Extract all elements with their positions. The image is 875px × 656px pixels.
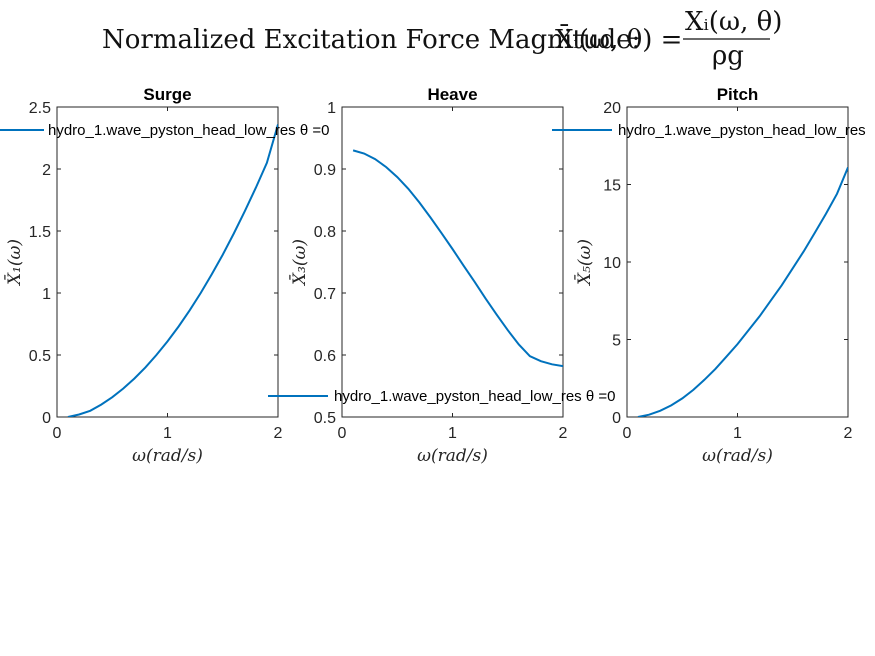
axes-box — [341, 106, 564, 418]
x-tick-label: 0 — [53, 425, 62, 442]
y-tick-label: 5 — [612, 333, 621, 350]
subplot-surge: Surge 0 1 2 0 0.5 1 1.5 2 2.5 ω(rad/s) X̄₁(ω) — [3, 85, 283, 466]
y-tick-label: 1.5 — [29, 224, 51, 241]
x-tick-label: 2 — [274, 425, 283, 442]
y-axis-label: X̄₁(ω) — [3, 239, 25, 287]
x-axis-label: ω(rad/s) — [132, 446, 203, 466]
y-tick-label: 10 — [603, 255, 621, 272]
x-tick-label: 2 — [559, 425, 568, 442]
legend-label: hydro_1.wave_pyston_head_low_res — [618, 122, 866, 139]
x-axis-label: ω(rad/s) — [702, 446, 773, 466]
series-line — [637, 167, 848, 417]
subplot-heave: Heave 0 1 2 0.5 0.6 0.7 0.8 0.9 1 ω(rad/s) X̄₃(ω) — [288, 85, 568, 466]
y-tick-label: 0.5 — [314, 410, 336, 427]
subplot-title: Surge — [143, 85, 191, 104]
supertitle: Normalized Excitation Force Magnitude: X… — [102, 7, 782, 71]
y-tick-label: 0.7 — [314, 286, 336, 303]
y-tick-label: 2 — [42, 162, 51, 179]
y-axis-label: X̄₅(ω) — [573, 239, 595, 287]
legend: hydro_1.wave_pyston_head_low_res — [552, 122, 866, 139]
x-tick-label: 2 — [844, 425, 853, 442]
legend-label: hydro_1.wave_pyston_head_low_res θ =0 — [48, 122, 329, 139]
y-tick-label: 1 — [42, 286, 51, 303]
supertitle-numerator: Xᵢ(ω, θ) — [685, 7, 782, 37]
y-tick-label: 0.9 — [314, 162, 336, 179]
x-tick-label: 0 — [623, 425, 632, 442]
axes-box — [626, 106, 849, 418]
subplot-title: Heave — [427, 85, 477, 104]
y-tick-label: 20 — [603, 100, 621, 117]
legend: hydro_1.wave_pyston_head_low_res θ =0 — [0, 122, 329, 139]
x-tick-label: 1 — [163, 425, 172, 442]
y-tick-label: 0.5 — [29, 348, 51, 365]
x-axis-label: ω(rad/s) — [417, 446, 488, 466]
series-line — [67, 124, 278, 417]
axes-box — [56, 106, 279, 418]
y-tick-label: 2.5 — [29, 100, 51, 117]
y-tick-label: 0 — [42, 410, 51, 427]
supertitle-text: Normalized Excitation Force Magnitude: — [102, 25, 640, 55]
x-tick-label: 0 — [338, 425, 347, 442]
y-tick-label: 0.6 — [314, 348, 336, 365]
legend-label: hydro_1.wave_pyston_head_low_res θ =0 — [334, 388, 615, 405]
y-tick-label: 0.8 — [314, 224, 336, 241]
y-tick-label: 15 — [603, 178, 621, 195]
series-line — [352, 149, 563, 368]
x-tick-label: 1 — [448, 425, 457, 442]
x-tick-label: 1 — [733, 425, 742, 442]
supertitle-denominator: ρg — [712, 41, 744, 71]
y-tick-label: 1 — [327, 100, 336, 117]
supertitle-lhs: X̄ᵢ(ω, θ) = — [555, 23, 682, 55]
legend: hydro_1.wave_pyston_head_low_res θ =0 — [268, 388, 615, 405]
y-tick-label: 0 — [612, 410, 621, 427]
subplot-title: Pitch — [717, 85, 759, 104]
y-axis-label: X̄₃(ω) — [288, 239, 310, 287]
